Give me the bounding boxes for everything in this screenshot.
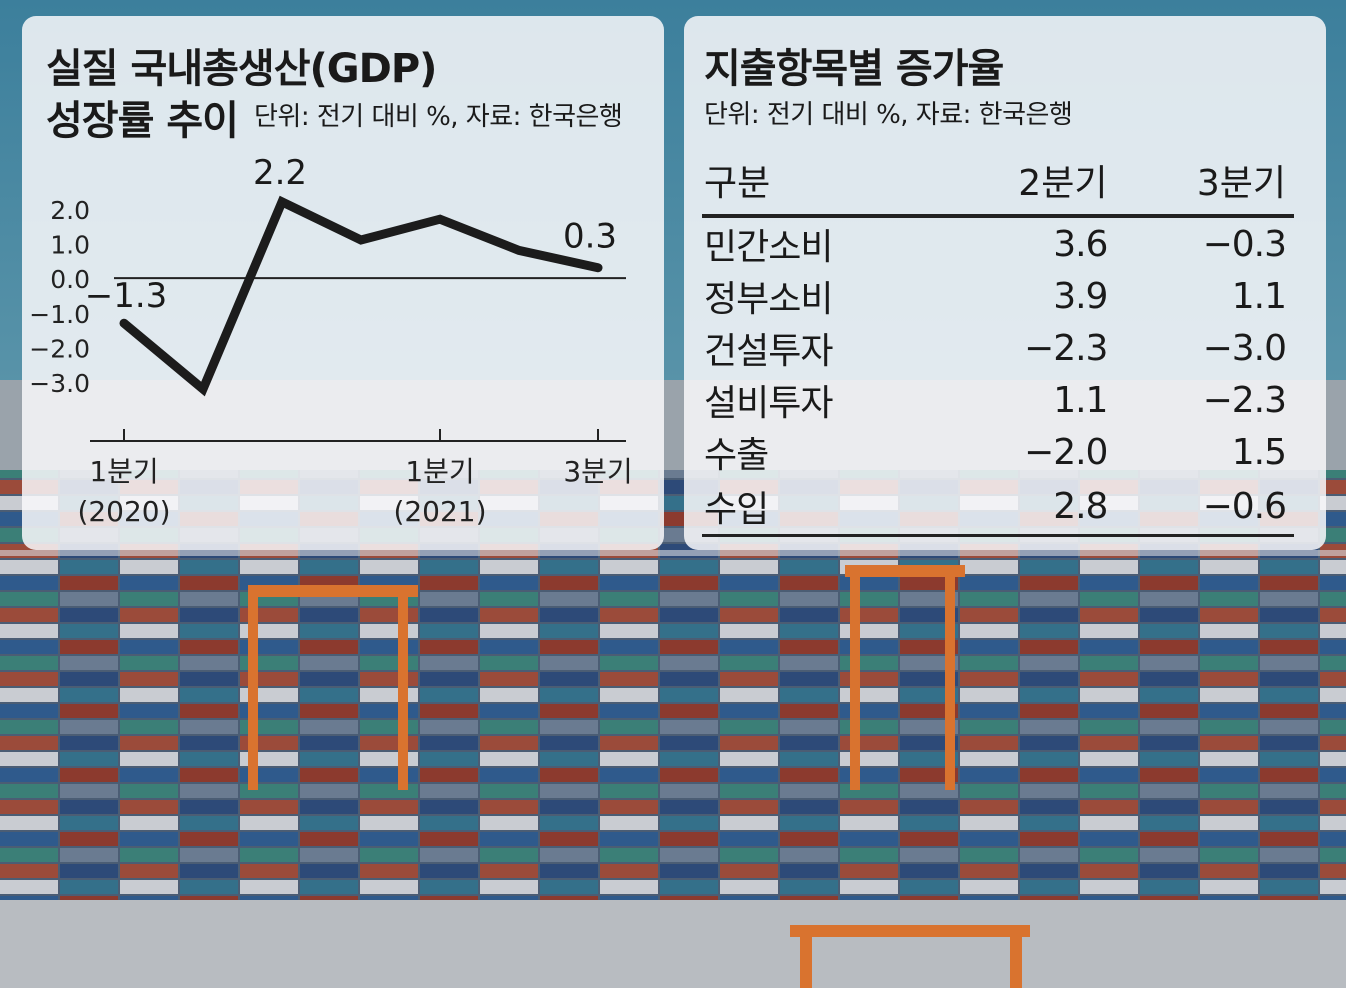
table-row: 정부소비 3.9 1.1 [702, 270, 1294, 322]
y-tick-label: 2.0 [50, 196, 90, 225]
chart-title-line2: 성장률 추이 [46, 98, 239, 144]
y-tick-label: 1.0 [50, 230, 90, 259]
header-q2: 2분기 [936, 154, 1116, 218]
row-q2-value: 3.6 [1053, 223, 1108, 265]
row-q2-value: −2.3 [1024, 327, 1108, 369]
y-tick-label: −1.0 [29, 300, 90, 329]
gdp-chart-panel: 실질 국내총생산(GDP) 성장률 추이 단위: 전기 대비 %, 자료: 한국… [22, 16, 664, 550]
table-row: 수입 2.8 −0.6 [702, 478, 1294, 537]
row-q2-value: 1.1 [1053, 379, 1108, 421]
row-label: 민간소비 [704, 227, 833, 268]
row-label: 수출 [704, 435, 769, 476]
table-row: 민간소비 3.6 −0.3 [702, 216, 1294, 270]
y-tick-label: −2.0 [29, 334, 90, 363]
data-label: −1.3 [85, 276, 168, 316]
row-q3-value: −2.3 [1202, 379, 1287, 421]
x-tick-label: 1분기 [89, 455, 158, 488]
header-q3: 3분기 [1115, 154, 1294, 218]
data-label: 0.3 [563, 217, 617, 257]
table-row: 건설투자 −2.3 −3.0 [702, 322, 1294, 374]
x-tick-year-label: (2020) [77, 495, 170, 528]
row-label: 수입 [702, 478, 937, 537]
row-q2-value: 3.9 [1053, 275, 1108, 317]
table-unit-note: 단위: 전기 대비 %, 자료: 한국은행 [704, 100, 1073, 130]
row-q3-value: −0.3 [1202, 223, 1287, 265]
gdp-growth-line [119, 195, 603, 397]
row-label: 정부소비 [704, 279, 833, 320]
row-q2-value: 2.8 [936, 478, 1116, 537]
row-q3-value: −3.0 [1202, 327, 1287, 369]
y-tick-label: 0.0 [50, 265, 90, 294]
row-label: 건설투자 [704, 331, 833, 372]
header-category: 구분 [702, 154, 937, 218]
chart-unit-note: 단위: 전기 대비 %, 자료: 한국은행 [254, 102, 623, 132]
row-q3-value: −0.6 [1115, 478, 1294, 537]
x-tick-year-label: (2021) [393, 495, 486, 528]
table-row: 설비투자 1.1 −2.3 [702, 374, 1294, 426]
table-row: 수출 −2.0 1.5 [702, 426, 1294, 478]
row-q2-value: −2.0 [1024, 431, 1108, 473]
x-tick-label: 3분기 [563, 455, 632, 488]
data-label: 2.2 [253, 153, 307, 193]
row-q3-value: 1.1 [1231, 275, 1287, 317]
chart-title-line1: 실질 국내총생산(GDP) [46, 46, 437, 92]
y-tick-label: −3.0 [29, 369, 90, 398]
table-header-row: 구분 2분기 3분기 [702, 154, 1294, 218]
expenditure-table-panel: 지출항목별 증가율 단위: 전기 대비 %, 자료: 한국은행 구분 2분기 3… [684, 16, 1326, 550]
table-title: 지출항목별 증가율 [704, 46, 1004, 92]
growth-table: 구분 2분기 3분기 민간소비 3.6 −0.3 정부소비 3.9 1.1 건설… [702, 154, 1294, 537]
x-tick-label: 1분기 [405, 455, 474, 488]
row-q3-value: 1.5 [1231, 431, 1287, 473]
gdp-line-chart: 2.0 1.0 0.0 −1.0 −2.0 −3.0 1분기 (2020) 1분기 (2021)… [29, 153, 632, 528]
row-label: 설비투자 [704, 383, 833, 424]
